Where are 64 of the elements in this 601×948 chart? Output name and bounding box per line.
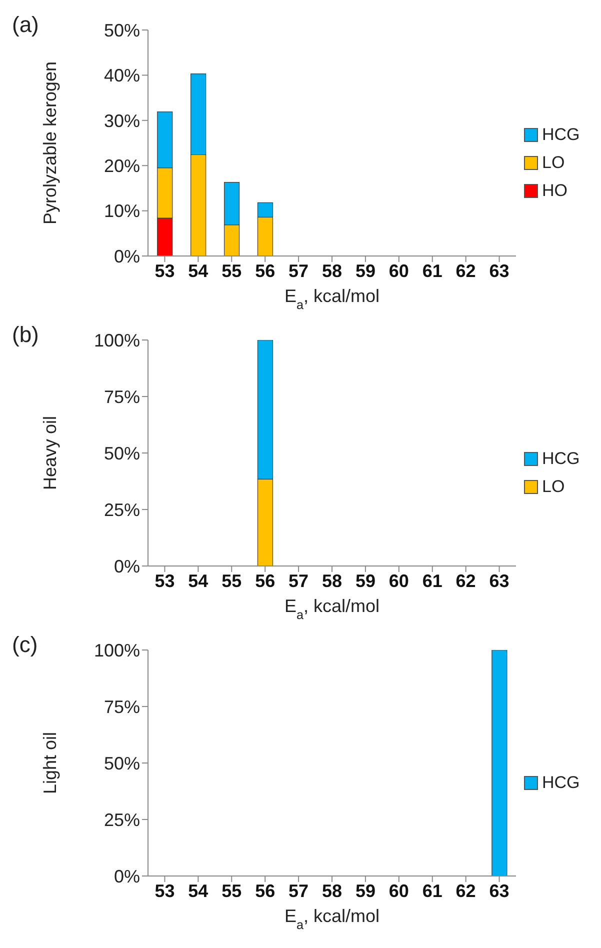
x-tick-label: 59 bbox=[355, 570, 376, 591]
x-tick-label: 58 bbox=[322, 880, 342, 901]
y-tick-label: 20% bbox=[104, 156, 140, 176]
y-axis-title: Light oil bbox=[40, 732, 60, 794]
x-tick-label: 57 bbox=[288, 260, 309, 281]
x-tick-label: 53 bbox=[154, 570, 175, 591]
legend-label: HCG bbox=[542, 449, 580, 469]
y-tick-label: 30% bbox=[104, 110, 140, 131]
y-axis-title: Heavy oil bbox=[40, 416, 60, 490]
y-tick-label: 50% bbox=[104, 443, 140, 464]
x-tick-label: 63 bbox=[489, 260, 510, 281]
x-tick-label: 60 bbox=[388, 570, 409, 591]
x-tick-label: 57 bbox=[288, 570, 309, 591]
x-tick-label: 58 bbox=[322, 570, 342, 591]
y-tick-label: 50% bbox=[104, 753, 140, 774]
x-tick-label: 62 bbox=[456, 880, 476, 901]
legend-label: HO bbox=[542, 181, 568, 201]
legend-label: LO bbox=[542, 153, 565, 173]
legend-label: LO bbox=[542, 477, 565, 497]
y-tick-label: 100% bbox=[94, 330, 140, 350]
chart-title: (c) bbox=[12, 632, 38, 658]
x-tick-label: 61 bbox=[422, 570, 442, 591]
x-axis-title: E$_{a}$, kcal/mol bbox=[284, 596, 380, 622]
y-tick-label: 75% bbox=[104, 696, 140, 717]
x-tick-label: 61 bbox=[422, 260, 442, 281]
y-tick-label: 50% bbox=[104, 20, 140, 40]
x-tick-label: 59 bbox=[355, 260, 376, 281]
y-tick-label: 25% bbox=[104, 500, 140, 520]
x-tick-label: 54 bbox=[188, 880, 208, 901]
x-tick-label: 56 bbox=[255, 880, 276, 901]
x-tick-label: 62 bbox=[456, 260, 476, 281]
y-tick-label: 100% bbox=[94, 640, 140, 660]
x-tick-label: 60 bbox=[388, 880, 409, 901]
x-tick-label: 59 bbox=[355, 880, 376, 901]
legend-label: HCG bbox=[542, 773, 580, 793]
x-tick-label: 60 bbox=[388, 260, 409, 281]
y-axis-title: Pyrolyzable kerogen bbox=[40, 61, 60, 225]
x-axis-title: E$_{a}$, kcal/mol bbox=[284, 906, 380, 932]
x-tick-label: 55 bbox=[222, 260, 242, 281]
x-tick-label: 58 bbox=[322, 260, 342, 281]
y-tick-label: 75% bbox=[104, 386, 140, 407]
x-tick-label: 54 bbox=[188, 570, 208, 591]
legend-label: HCG bbox=[542, 125, 580, 145]
x-tick-label: 53 bbox=[154, 260, 175, 281]
y-tick-label: 10% bbox=[104, 201, 140, 222]
x-axis-title: E$_{a}$, kcal/mol bbox=[284, 286, 380, 312]
y-tick-label: 0% bbox=[114, 556, 140, 576]
y-tick-label: 40% bbox=[104, 66, 140, 86]
chart-title: (b) bbox=[12, 322, 39, 348]
x-tick-label: 57 bbox=[288, 880, 309, 901]
x-tick-label: 55 bbox=[222, 880, 242, 901]
x-tick-label: 55 bbox=[222, 570, 242, 591]
x-tick-label: 61 bbox=[422, 880, 442, 901]
x-tick-label: 63 bbox=[489, 880, 510, 901]
y-tick-label: 0% bbox=[114, 246, 140, 266]
x-tick-label: 63 bbox=[489, 570, 510, 591]
x-tick-label: 54 bbox=[188, 260, 208, 281]
x-tick-label: 56 bbox=[255, 260, 276, 281]
chart-title: (a) bbox=[12, 12, 39, 38]
x-tick-label: 53 bbox=[154, 880, 175, 901]
y-tick-label: 0% bbox=[114, 866, 140, 886]
x-tick-label: 56 bbox=[255, 570, 276, 591]
x-tick-label: 62 bbox=[456, 570, 476, 591]
y-tick-label: 25% bbox=[104, 810, 140, 830]
